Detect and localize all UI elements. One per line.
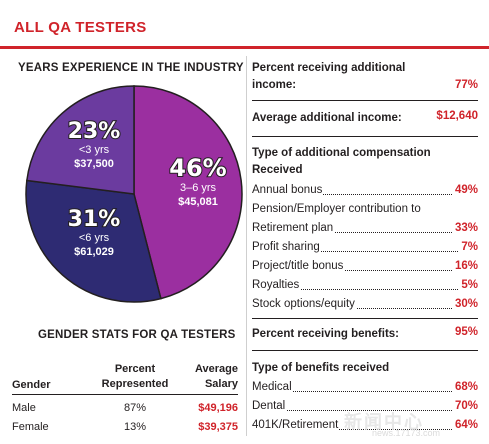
leader-dots <box>252 410 478 411</box>
additional-income-label-2: income: <box>252 79 297 91</box>
pie-title: YEARS EXPERIENCE IN THE INDUSTRY <box>18 62 244 74</box>
list-item-label: Project/title bonus <box>252 260 345 272</box>
salary-header-2: Salary <box>204 378 238 390</box>
additional-income-label-1: Percent receiving additional <box>252 62 406 74</box>
list-item: Annual bonus 49% <box>252 182 478 198</box>
benefits-value: 95% <box>454 326 478 338</box>
slice-range-label: 3–6 yrs <box>180 182 217 194</box>
gender-title: GENDER STATS FOR QA TESTERS <box>38 329 236 341</box>
percent-female: 13% <box>123 421 147 433</box>
additional-income-value: 77% <box>454 79 478 91</box>
header: ALL QA TESTERS <box>0 0 489 46</box>
list-item: Royalties 5% <box>252 277 478 293</box>
list-item: Dental 70% <box>252 398 478 414</box>
average-income-value: $12,640 <box>436 110 478 122</box>
percent-header-1: Percent <box>114 363 156 375</box>
average-income-label: Average additional income: <box>252 112 402 124</box>
rule-4 <box>252 350 478 351</box>
salary-male: $49,196 <box>198 402 238 414</box>
additional-income-block: Percent receiving additional income: 77% <box>252 60 478 94</box>
slice-percent-label: 23% <box>68 119 121 144</box>
slice-range-label: <3 yrs <box>79 144 110 156</box>
list-item: Project/title bonus 16% <box>252 258 478 274</box>
benefit-types-title-text: Type of benefits received <box>252 362 390 374</box>
page-title: ALL QA TESTERS <box>14 19 147 36</box>
watermark-text: 新闻中心 <box>344 412 424 432</box>
slice-percent-label: 46% <box>169 154 226 182</box>
leader-dots <box>252 308 478 309</box>
average-income-block: Average additional income: $12,640 <box>252 110 478 127</box>
list-item-value: 16% <box>452 258 478 274</box>
compensation-title: Type of additional compensation Received <box>252 145 478 179</box>
list-item: Retirement plan 33% <box>252 220 478 236</box>
leader-dots <box>252 429 478 430</box>
list-item-label: Profit sharing <box>252 241 321 253</box>
gender-male: Male <box>12 402 36 414</box>
list-item-value: 30% <box>452 296 478 312</box>
leader-dots <box>252 251 478 252</box>
benefits-label: Percent receiving benefits: <box>252 328 399 340</box>
leader-dots <box>252 391 478 392</box>
list-item: Medical 68% <box>252 379 478 395</box>
slice-percent-label: 31% <box>68 207 121 232</box>
list-item-label: 401K/Retirement <box>252 419 340 431</box>
list-item-label: Annual bonus <box>252 184 324 196</box>
experience-pie-chart: 46%3–6 yrs $45,081 31%<6 yrs $61,029 23%<3 y… <box>25 85 243 303</box>
list-item-label: Royalties <box>252 279 301 291</box>
slice-salary-label: $45,081 <box>178 196 218 208</box>
list-item-value: 64% <box>452 417 478 433</box>
pie-slice <box>133 85 243 300</box>
list-item-label: Stock options/equity <box>252 298 356 310</box>
salary-header-1: Average <box>194 363 238 375</box>
rule-1 <box>252 100 478 101</box>
list-item-value: 7% <box>459 239 478 255</box>
percent-male: 87% <box>123 402 147 414</box>
rule-2 <box>252 136 478 137</box>
watermark: 新闻中心 news.17173.com <box>344 380 484 440</box>
watermark-url: news.17173.com <box>372 428 441 438</box>
leader-dots <box>252 232 478 233</box>
list-item: 401K/Retirement 64% <box>252 417 478 433</box>
slice-salary-label: $37,500 <box>74 158 114 170</box>
list-item-label: Medical <box>252 381 293 393</box>
list-item-label: Dental <box>252 400 287 412</box>
list-item: Stock options/equity 30% <box>252 296 478 312</box>
benefit-types-title: Type of benefits received <box>252 360 478 377</box>
compensation-title-1: Type of additional compensation <box>252 147 431 159</box>
benefits-block: Percent receiving benefits: 95% <box>252 326 478 343</box>
slice-range-label: <6 yrs <box>79 232 110 244</box>
list-item-label: Pension/Employer contribution to <box>252 203 422 215</box>
compensation-title-2: Received <box>252 164 303 176</box>
gender-female: Female <box>12 421 49 433</box>
list-item: Pension/Employer contribution to <box>252 201 478 217</box>
list-item-value: 5% <box>459 277 478 293</box>
list-item-value: 70% <box>452 398 478 414</box>
list-item: Profit sharing 7% <box>252 239 478 255</box>
rule-3 <box>252 318 478 319</box>
leader-dots <box>252 270 478 271</box>
gender-header: Gender <box>12 379 51 391</box>
list-item-value: 33% <box>452 220 478 236</box>
column-divider <box>246 56 247 436</box>
leader-dots <box>252 289 478 290</box>
list-item-label: Retirement plan <box>252 222 335 234</box>
pie-slice <box>26 85 135 195</box>
header-rule <box>0 46 489 49</box>
pie-slice <box>25 179 162 303</box>
salary-female: $39,375 <box>198 421 238 433</box>
list-item-value: 68% <box>452 379 478 395</box>
gender-rule <box>12 394 238 395</box>
percent-header-2: Represented <box>101 378 169 390</box>
slice-salary-label: $61,029 <box>74 246 114 258</box>
list-item-value: 49% <box>452 182 478 198</box>
leader-dots <box>252 194 478 195</box>
